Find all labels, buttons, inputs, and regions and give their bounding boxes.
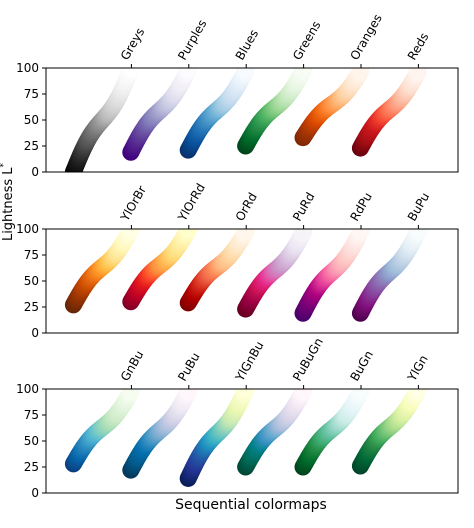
colormap-label: PuBu	[175, 350, 202, 383]
y-tick-label: 0	[31, 165, 39, 179]
colormap-point	[295, 68, 313, 79]
colormap-label: GnBu	[118, 348, 146, 383]
colormap-reds	[351, 68, 427, 157]
colormap-point	[122, 229, 140, 238]
colormap-label: YlGn	[404, 353, 430, 385]
panel-1: Greys Purples Blues Greens Oranges Reds 0 25 50 7…	[16, 12, 459, 179]
colormap-label: RdPu	[347, 190, 374, 223]
colormap-rdpu	[294, 229, 370, 322]
y-tick-label: 25	[24, 300, 39, 314]
colormap-point	[295, 389, 313, 400]
y-tick-label: 50	[24, 113, 39, 127]
colormap-point	[122, 389, 140, 400]
colormap-point	[352, 68, 370, 80]
y-tick-label: 100	[16, 382, 39, 396]
y-tick-label: 50	[24, 434, 39, 448]
colormap-bugn	[294, 389, 370, 476]
colormap-blues	[179, 68, 255, 159]
colormap-point	[409, 389, 427, 398]
y-axis-label: Lightness L*	[0, 162, 16, 241]
colormap-point	[180, 389, 198, 400]
colormap-greens	[237, 68, 313, 155]
colormap-point	[409, 229, 427, 240]
colormap-label: OrRd	[233, 190, 260, 223]
panel-frame	[45, 228, 459, 334]
colormap-label: Purples	[175, 17, 209, 62]
colormap-ylgnbu	[179, 389, 255, 487]
y-tick-label: 75	[24, 408, 39, 422]
y-tick-label: 100	[16, 222, 39, 236]
colormap-ylorrd	[122, 229, 198, 311]
colormap-label: BuPu	[405, 190, 432, 223]
y-tick-label: 25	[24, 139, 39, 153]
colormap-label: Reds	[405, 30, 432, 62]
colormap-label: Blues	[233, 27, 262, 62]
panel-2-marks	[64, 229, 427, 322]
colormap-point	[237, 68, 255, 79]
y-tick-label: 25	[24, 460, 39, 474]
colormap-label: PuRd	[290, 190, 317, 223]
y-tick-label: 0	[31, 326, 39, 340]
colormap-point	[409, 68, 427, 80]
colormap-purples	[122, 68, 198, 161]
colormap-point	[180, 229, 198, 238]
y-axis-label-superscript: *	[0, 162, 9, 167]
colormap-label: Oranges	[347, 12, 384, 63]
colormap-label: BuGn	[347, 348, 375, 383]
y-axis-label-text: Lightness L	[1, 167, 16, 241]
colormap-orrd	[179, 229, 255, 312]
colormap-pubugn	[237, 389, 313, 476]
y-tick-label: 0	[31, 486, 39, 500]
panel-2: YlOrBr YlOrRd OrRd PuRd RdPu BuPu 0 25 50 75 100	[16, 181, 459, 340]
panel-1-marks	[64, 68, 427, 172]
colormap-bupu	[351, 229, 427, 322]
y-tick-label: 75	[24, 248, 39, 262]
colormap-point	[352, 229, 370, 240]
colormap-label: YlGnBu	[232, 339, 266, 384]
colormap-label: PuBuGn	[290, 335, 326, 383]
colormap-label: YlOrRd	[175, 181, 208, 224]
y-tick-label: 100	[16, 61, 39, 75]
colormap-point	[237, 229, 255, 240]
colormap-ylorbr	[64, 229, 140, 314]
colormap-label: Greens	[290, 19, 323, 63]
colormap-point	[122, 68, 140, 77]
colormap-point	[295, 229, 313, 241]
colormap-gnbu	[64, 389, 140, 473]
colormap-ylgn	[351, 389, 427, 475]
colormap-point	[180, 68, 198, 78]
colormap-pubu	[122, 389, 198, 479]
y-tick-label: 50	[24, 274, 39, 288]
panel-3: GnBu PuBu YlGnBu PuBuGn BuGn YlGn 0 25 50 75 100	[16, 335, 459, 500]
panel-3-marks	[64, 389, 427, 487]
colormap-oranges	[294, 68, 370, 147]
figure-title: Sequential colormaps	[175, 497, 327, 513]
colormap-greys	[64, 68, 140, 172]
colormap-point	[237, 389, 255, 398]
colormap-label: YlOrBr	[117, 183, 149, 224]
colormap-purd	[237, 229, 313, 318]
y-tick-label: 75	[24, 87, 39, 101]
colormap-point	[352, 389, 370, 400]
colormap-label: Greys	[118, 25, 147, 62]
